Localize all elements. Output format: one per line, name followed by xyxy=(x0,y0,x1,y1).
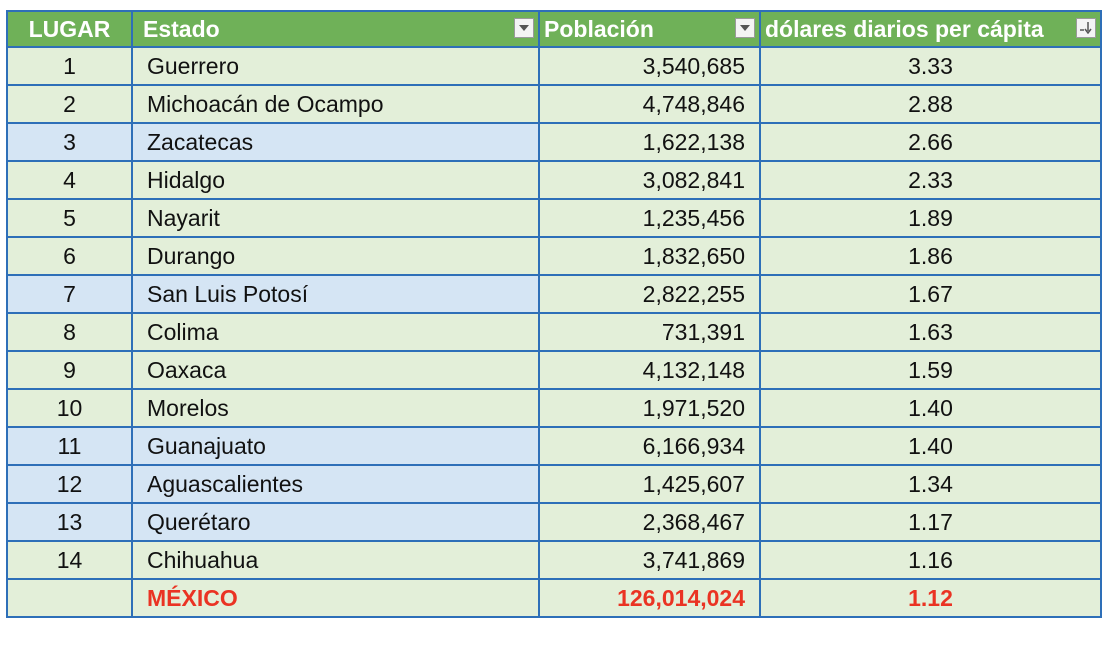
total-lugar xyxy=(6,578,133,618)
total-estado: MÉXICO xyxy=(131,578,540,618)
usd-sort-button[interactable] xyxy=(1076,18,1096,38)
cell-poblacion: 1,425,607 xyxy=(538,464,761,504)
cell-estado: Chihuahua xyxy=(131,540,540,580)
cell-estado: Querétaro xyxy=(131,502,540,542)
header-row: LUGAR Estado Población dólares diarios p… xyxy=(6,10,1102,48)
table-row: 6 Durango 1,832,650 1.86 xyxy=(6,236,1102,276)
cell-usd: 2.33 xyxy=(759,160,1102,200)
cell-estado: Colima xyxy=(131,312,540,352)
total-row: MÉXICO 126,014,024 1.12 xyxy=(6,578,1102,618)
data-table: LUGAR Estado Población dólares diarios p… xyxy=(6,10,1102,618)
cell-poblacion: 1,622,138 xyxy=(538,122,761,162)
estado-filter-button[interactable] xyxy=(514,18,534,38)
cell-estado: Aguascalientes xyxy=(131,464,540,504)
cell-estado: Zacatecas xyxy=(131,122,540,162)
cell-usd: 1.34 xyxy=(759,464,1102,504)
cell-poblacion: 3,540,685 xyxy=(538,46,761,86)
cell-lugar: 1 xyxy=(6,46,133,86)
table-row: 13 Querétaro 2,368,467 1.17 xyxy=(6,502,1102,542)
cell-lugar: 10 xyxy=(6,388,133,428)
header-lugar: LUGAR xyxy=(6,10,133,48)
table-row: 1 Guerrero 3,540,685 3.33 xyxy=(6,46,1102,86)
cell-usd: 1.16 xyxy=(759,540,1102,580)
cell-poblacion: 1,235,456 xyxy=(538,198,761,238)
cell-poblacion: 6,166,934 xyxy=(538,426,761,466)
cell-poblacion: 4,748,846 xyxy=(538,84,761,124)
cell-poblacion: 731,391 xyxy=(538,312,761,352)
cell-lugar: 7 xyxy=(6,274,133,314)
cell-lugar: 5 xyxy=(6,198,133,238)
header-estado-label: Estado xyxy=(143,15,220,42)
cell-usd: 1.59 xyxy=(759,350,1102,390)
cell-poblacion: 3,082,841 xyxy=(538,160,761,200)
cell-estado: Morelos xyxy=(131,388,540,428)
cell-lugar: 11 xyxy=(6,426,133,466)
cell-estado: Durango xyxy=(131,236,540,276)
cell-lugar: 9 xyxy=(6,350,133,390)
table-row: 4 Hidalgo 3,082,841 2.33 xyxy=(6,160,1102,200)
header-lugar-label: LUGAR xyxy=(28,15,111,42)
cell-usd: 1.17 xyxy=(759,502,1102,542)
table-row: 2 Michoacán de Ocampo 4,748,846 2.88 xyxy=(6,84,1102,124)
cell-lugar: 14 xyxy=(6,540,133,580)
total-poblacion: 126,014,024 xyxy=(538,578,761,618)
cell-poblacion: 2,368,467 xyxy=(538,502,761,542)
header-poblacion-label: Población xyxy=(544,15,654,42)
cell-usd: 1.89 xyxy=(759,198,1102,238)
cell-lugar: 4 xyxy=(6,160,133,200)
dropdown-arrow-icon xyxy=(519,25,529,31)
cell-estado: Michoacán de Ocampo xyxy=(131,84,540,124)
cell-estado: San Luis Potosí xyxy=(131,274,540,314)
poblacion-filter-button[interactable] xyxy=(735,18,755,38)
cell-poblacion: 1,971,520 xyxy=(538,388,761,428)
table-row: 3 Zacatecas 1,622,138 2.66 xyxy=(6,122,1102,162)
cell-lugar: 8 xyxy=(6,312,133,352)
total-usd: 1.12 xyxy=(759,578,1102,618)
cell-usd: 1.86 xyxy=(759,236,1102,276)
cell-estado: Guanajuato xyxy=(131,426,540,466)
table-row: 11 Guanajuato 6,166,934 1.40 xyxy=(6,426,1102,466)
cell-usd: 2.66 xyxy=(759,122,1102,162)
cell-estado: Oaxaca xyxy=(131,350,540,390)
table-row: 14 Chihuahua 3,741,869 1.16 xyxy=(6,540,1102,580)
header-poblacion: Población xyxy=(538,10,761,48)
table-body: 1 Guerrero 3,540,685 3.33 2 Michoacán de Ocam… xyxy=(6,46,1102,618)
cell-lugar: 3 xyxy=(6,122,133,162)
cell-estado: Hidalgo xyxy=(131,160,540,200)
cell-estado: Nayarit xyxy=(131,198,540,238)
table-row: 7 San Luis Potosí 2,822,255 1.67 xyxy=(6,274,1102,314)
header-usd: dólares diarios per cápita xyxy=(759,10,1102,48)
table-row: 12 Aguascalientes 1,425,607 1.34 xyxy=(6,464,1102,504)
cell-poblacion: 4,132,148 xyxy=(538,350,761,390)
cell-lugar: 2 xyxy=(6,84,133,124)
cell-estado: Guerrero xyxy=(131,46,540,86)
header-usd-label: dólares diarios per cápita xyxy=(765,15,1044,42)
cell-lugar: 13 xyxy=(6,502,133,542)
table-row: 5 Nayarit 1,235,456 1.89 xyxy=(6,198,1102,238)
cell-usd: 2.88 xyxy=(759,84,1102,124)
cell-usd: 1.67 xyxy=(759,274,1102,314)
sort-descending-icon xyxy=(1080,22,1092,34)
table-row: 10 Morelos 1,971,520 1.40 xyxy=(6,388,1102,428)
header-estado: Estado xyxy=(131,10,540,48)
cell-usd: 1.40 xyxy=(759,388,1102,428)
cell-poblacion: 3,741,869 xyxy=(538,540,761,580)
cell-poblacion: 1,832,650 xyxy=(538,236,761,276)
cell-lugar: 12 xyxy=(6,464,133,504)
cell-usd: 3.33 xyxy=(759,46,1102,86)
cell-lugar: 6 xyxy=(6,236,133,276)
table-row: 9 Oaxaca 4,132,148 1.59 xyxy=(6,350,1102,390)
table-row: 8 Colima 731,391 1.63 xyxy=(6,312,1102,352)
cell-poblacion: 2,822,255 xyxy=(538,274,761,314)
dropdown-arrow-icon xyxy=(740,25,750,31)
cell-usd: 1.40 xyxy=(759,426,1102,466)
cell-usd: 1.63 xyxy=(759,312,1102,352)
